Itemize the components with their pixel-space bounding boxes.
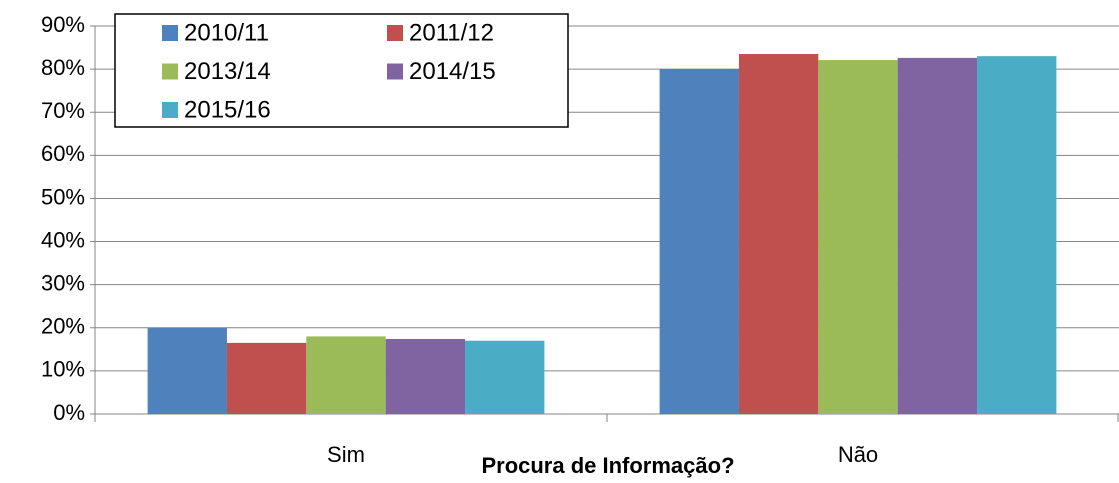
- legend-box: [114, 13, 569, 128]
- x-tick-label: Não: [838, 442, 878, 467]
- y-tick-label: 40%: [41, 227, 85, 252]
- legend-label: 2011/12: [409, 19, 494, 46]
- legend-label: 2010/11: [184, 19, 269, 46]
- legend-swatch: [387, 25, 403, 41]
- legend-swatch: [387, 63, 403, 80]
- bar: [465, 340, 545, 414]
- bar: [818, 60, 898, 415]
- legend-swatch: [162, 102, 178, 118]
- bar: [897, 57, 978, 414]
- legend-label: 2013/14: [184, 58, 271, 85]
- legend: 2010/11 2011/12 2013/14 2014/15 2015/16: [114, 13, 569, 128]
- y-tick-label: 30%: [41, 270, 85, 295]
- bar: [659, 69, 739, 414]
- y-tick-label: 10%: [41, 357, 85, 382]
- y-tick-label: 90%: [41, 12, 85, 37]
- x-axis-title: Procura de Informação?: [481, 453, 734, 478]
- bar: [977, 56, 1057, 415]
- y-tick-label: 70%: [41, 98, 85, 123]
- legend-label: 2014/15: [409, 58, 496, 85]
- bar: [385, 338, 466, 414]
- bar: [147, 327, 227, 414]
- legend-swatch: [162, 25, 178, 41]
- y-tick-label: 0%: [53, 400, 85, 425]
- x-tick-label: Sim: [327, 442, 365, 467]
- y-tick-label: 80%: [41, 55, 85, 80]
- legend-swatch: [162, 63, 178, 80]
- legend-label: 2015/16: [184, 96, 271, 123]
- y-tick-label: 50%: [41, 184, 85, 209]
- bar: [738, 54, 819, 415]
- bar: [226, 342, 307, 414]
- y-tick-label: 60%: [41, 141, 85, 166]
- bar: [306, 336, 386, 414]
- y-tick-label: 20%: [41, 314, 85, 339]
